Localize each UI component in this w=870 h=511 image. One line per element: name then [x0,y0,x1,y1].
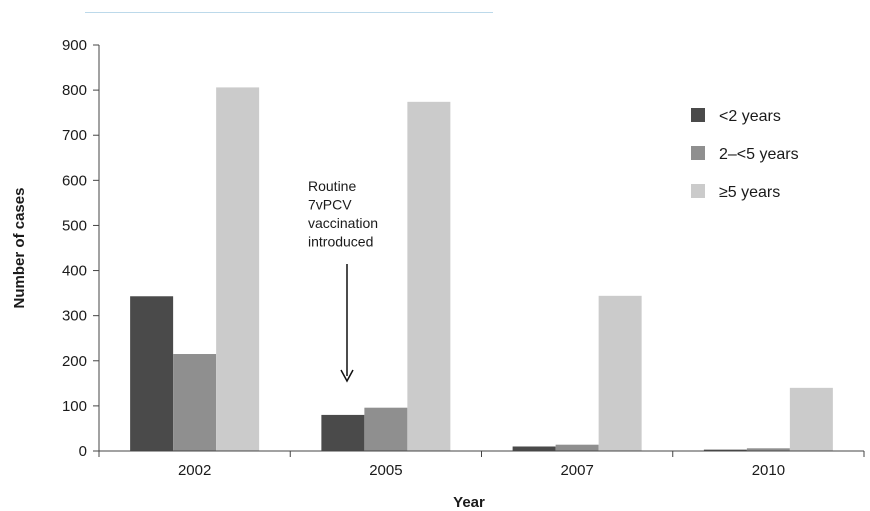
y-tick-label: 800 [62,82,87,99]
bar [512,446,556,451]
bar [321,414,365,451]
legend: <2 years 2–<5 years ≥5 years [691,108,799,201]
annotation-text: Routine 7vPCV vaccination introduced [308,178,378,250]
legend-swatch [691,184,705,198]
x-axis: 2002 2005 2007 2010 [98,450,865,479]
legend-label: 2–<5 years [719,146,799,163]
annotation-line: Routine [308,178,356,194]
y-tick-label: 300 [62,308,87,325]
top-strip-decoration [85,12,493,13]
x-axis-title: Year [453,494,485,511]
x-tick-label: 2002 [178,462,211,479]
bar [789,387,833,451]
bar [216,87,260,451]
x-tick-label: 2007 [560,462,593,479]
bar [703,449,747,451]
y-tick-label: 500 [62,217,87,234]
annotation-line: introduced [308,234,373,250]
legend-swatch [691,146,705,160]
x-tick-label: 2005 [369,462,402,479]
bar [598,295,642,451]
legend-label: <2 years [719,108,781,125]
bar [173,354,217,451]
annotation-arrow-head [340,369,354,383]
y-tick-label: 100 [62,398,87,415]
bar [746,448,790,451]
y-tick-label: 0 [79,443,87,460]
y-tick-label: 600 [62,172,87,189]
y-axis-title: Number of cases [11,188,28,309]
bars-group [130,87,833,451]
y-tick-label: 700 [62,127,87,144]
y-tick-label: 900 [62,37,87,54]
annotation-line: 7vPCV [308,197,352,213]
bar [555,444,599,451]
legend-label: ≥5 years [719,184,780,201]
y-tick-label: 400 [62,263,87,280]
y-axis: 0 100 200 300 400 500 600 700 800 900 [62,37,100,460]
bar [130,296,174,451]
y-tick-label: 200 [62,353,87,370]
annotation-line: vaccination [308,215,378,231]
bar [407,101,451,451]
annotation-vaccination: Routine 7vPCV vaccination introduced [308,178,378,383]
bar [364,407,408,451]
legend-swatch [691,108,705,122]
x-tick-label: 2010 [752,462,785,479]
